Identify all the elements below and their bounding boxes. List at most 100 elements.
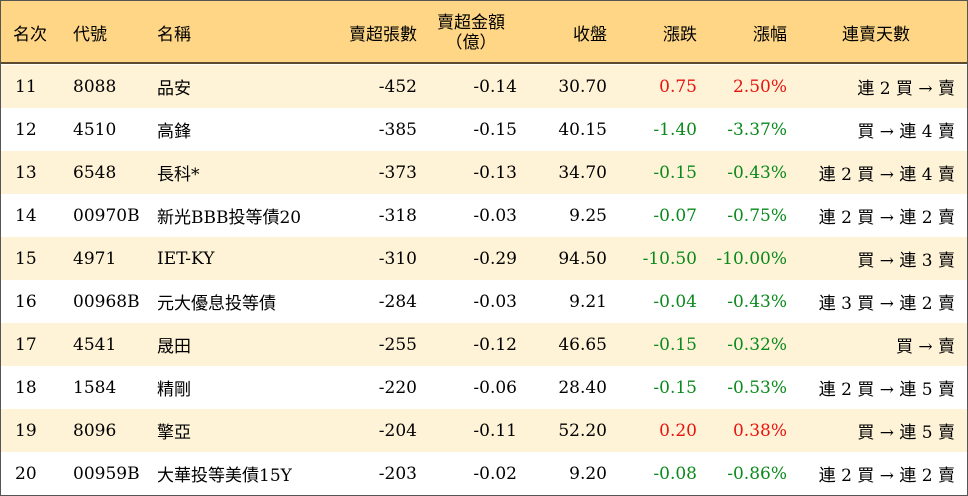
cell-code: 00959B	[73, 463, 140, 484]
cell-change: -0.15	[653, 334, 697, 355]
cell-net-sell-lots: -310	[378, 248, 417, 269]
cell-change: -1.40	[653, 119, 697, 140]
cell-net-sell-lots: -203	[378, 463, 417, 484]
cell-net-sell-amount: -0.03	[473, 205, 517, 226]
cell-code: 6548	[73, 162, 117, 183]
cell-net-sell-amount: -0.02	[473, 463, 517, 484]
header-change-pct: 漲幅	[753, 25, 787, 45]
cell-net-sell-lots: -373	[378, 162, 417, 183]
cell-change-pct: -0.53%	[727, 377, 787, 398]
cell-net-sell-lots: -318	[378, 205, 417, 226]
cell-net-sell-amount: -0.13	[473, 162, 517, 183]
header-name: 名稱	[157, 25, 191, 45]
cell-rank: 19	[15, 420, 37, 441]
cell-rank: 15	[15, 248, 37, 269]
cell-net-sell-lots: -284	[378, 291, 417, 312]
table-row: 16 00968B 元大優息投等債 -284 -0.03 9.21 -0.04 -0.43% 連…	[1, 280, 967, 323]
cell-streak: 連 2 買 → 連 2 賣	[818, 466, 955, 486]
cell-rank: 17	[15, 334, 37, 355]
cell-net-sell-amount: -0.03	[473, 291, 517, 312]
cell-net-sell-lots: -255	[378, 334, 417, 355]
cell-rank: 11	[15, 76, 37, 97]
cell-rank: 18	[15, 377, 37, 398]
table-row: 15 4971 IET-KY -310 -0.29 94.50 -10.50 -10.00% 買…	[1, 237, 967, 280]
cell-change-pct: -10.00%	[716, 248, 787, 269]
cell-name: 晟田	[157, 337, 191, 357]
header-net-sell-amount: 賣超金額 （億）	[421, 1, 521, 64]
cell-net-sell-lots: -452	[378, 76, 417, 97]
cell-net-sell-lots: -385	[378, 119, 417, 140]
cell-close: 34.70	[558, 162, 607, 183]
table-row: 12 4510 高鋒 -385 -0.15 40.15 -1.40 -3.37% 買 → 連 4…	[1, 108, 967, 151]
cell-change-pct: 2.50%	[732, 76, 787, 97]
cell-change: 0.20	[659, 420, 697, 441]
cell-name: 擎亞	[157, 423, 191, 443]
cell-streak: 連 2 買 → 連 4 賣	[818, 165, 955, 185]
cell-change-pct: -0.86%	[727, 463, 787, 484]
cell-change: -0.08	[653, 463, 697, 484]
cell-net-sell-amount: -0.29	[473, 248, 517, 269]
cell-close: 52.20	[558, 420, 607, 441]
table-row: 19 8096 擎亞 -204 -0.11 52.20 0.20 0.38% 買 → 連 5 賣	[1, 409, 967, 452]
cell-name: 元大優息投等債	[157, 294, 276, 314]
cell-streak: 買 → 連 3 賣	[857, 251, 955, 271]
cell-change-pct: -0.32%	[727, 334, 787, 355]
cell-rank: 20	[15, 463, 37, 484]
cell-net-sell-amount: -0.12	[473, 334, 517, 355]
header-net-sell-amount-label: 賣超金額	[437, 12, 505, 33]
cell-close: 9.21	[569, 291, 607, 312]
cell-change-pct: 0.38%	[732, 420, 787, 441]
cell-name: 精剛	[157, 380, 191, 400]
cell-streak: 買 → 連 4 賣	[857, 122, 955, 142]
cell-net-sell-lots: -220	[378, 377, 417, 398]
cell-streak: 連 2 買 → 賣	[857, 79, 955, 99]
table-row: 20 00959B 大華投等美債15Y -203 -0.02 9.20 -0.08 -0.86…	[1, 452, 967, 495]
cell-code: 4541	[73, 334, 117, 355]
cell-code: 8096	[73, 420, 117, 441]
table-row: 13 6548 長科* -373 -0.13 34.70 -0.15 -0.43% 連 2 買 …	[1, 151, 967, 194]
cell-streak: 連 2 買 → 連 2 賣	[818, 208, 955, 228]
cell-rank: 13	[15, 162, 37, 183]
table-row: 11 8088 品安 -452 -0.14 30.70 0.75 2.50% 連 2 買 → 賣	[1, 65, 967, 108]
cell-streak: 買 → 賣	[895, 337, 955, 357]
header-rank: 名次	[13, 25, 47, 45]
cell-code: 00970B	[73, 205, 140, 226]
cell-change: -10.50	[642, 248, 697, 269]
cell-code: 00968B	[73, 291, 140, 312]
cell-rank: 16	[15, 291, 37, 312]
cell-code: 8088	[73, 76, 117, 97]
header-change: 漲跌	[663, 25, 697, 45]
cell-rank: 14	[15, 205, 37, 226]
cell-change: 0.75	[659, 76, 697, 97]
cell-close: 40.15	[558, 119, 607, 140]
cell-name: 品安	[157, 79, 191, 99]
cell-streak: 連 3 買 → 連 2 賣	[818, 294, 955, 314]
cell-change: -0.04	[653, 291, 697, 312]
cell-code: 1584	[73, 377, 117, 398]
cell-net-sell-lots: -204	[378, 420, 417, 441]
cell-name: IET-KY	[157, 248, 215, 269]
cell-code: 4510	[73, 119, 117, 140]
cell-change: -0.15	[653, 377, 697, 398]
table-header: 名次 代號 名稱 賣超張數 賣超金額 （億） 收盤 漲跌 漲幅 連賣天數	[1, 1, 967, 64]
table-row: 14 00970B 新光BBB投等債20 -318 -0.03 9.25 -0.07 -0.7…	[1, 194, 967, 237]
cell-change-pct: -0.43%	[727, 291, 787, 312]
cell-change: -0.15	[653, 162, 697, 183]
cell-close: 30.70	[558, 76, 607, 97]
header-net-sell-amount-unit: （億）	[445, 32, 497, 53]
table-row: 18 1584 精剛 -220 -0.06 28.40 -0.15 -0.53% 連 2 買 →…	[1, 366, 967, 409]
cell-net-sell-amount: -0.14	[473, 76, 517, 97]
cell-rank: 12	[15, 119, 37, 140]
cell-streak: 連 2 買 → 連 5 賣	[818, 380, 955, 400]
cell-code: 4971	[73, 248, 117, 269]
cell-name: 大華投等美債15Y	[157, 466, 292, 486]
table-row: 17 4541 晟田 -255 -0.12 46.65 -0.15 -0.32% 買 → 賣	[1, 323, 967, 366]
header-close: 收盤	[573, 25, 607, 45]
cell-close: 46.65	[558, 334, 607, 355]
cell-name: 長科*	[157, 165, 200, 185]
cell-change: -0.07	[653, 205, 697, 226]
cell-close: 9.20	[569, 463, 607, 484]
cell-close: 94.50	[558, 248, 607, 269]
cell-streak: 買 → 連 5 賣	[857, 423, 955, 443]
